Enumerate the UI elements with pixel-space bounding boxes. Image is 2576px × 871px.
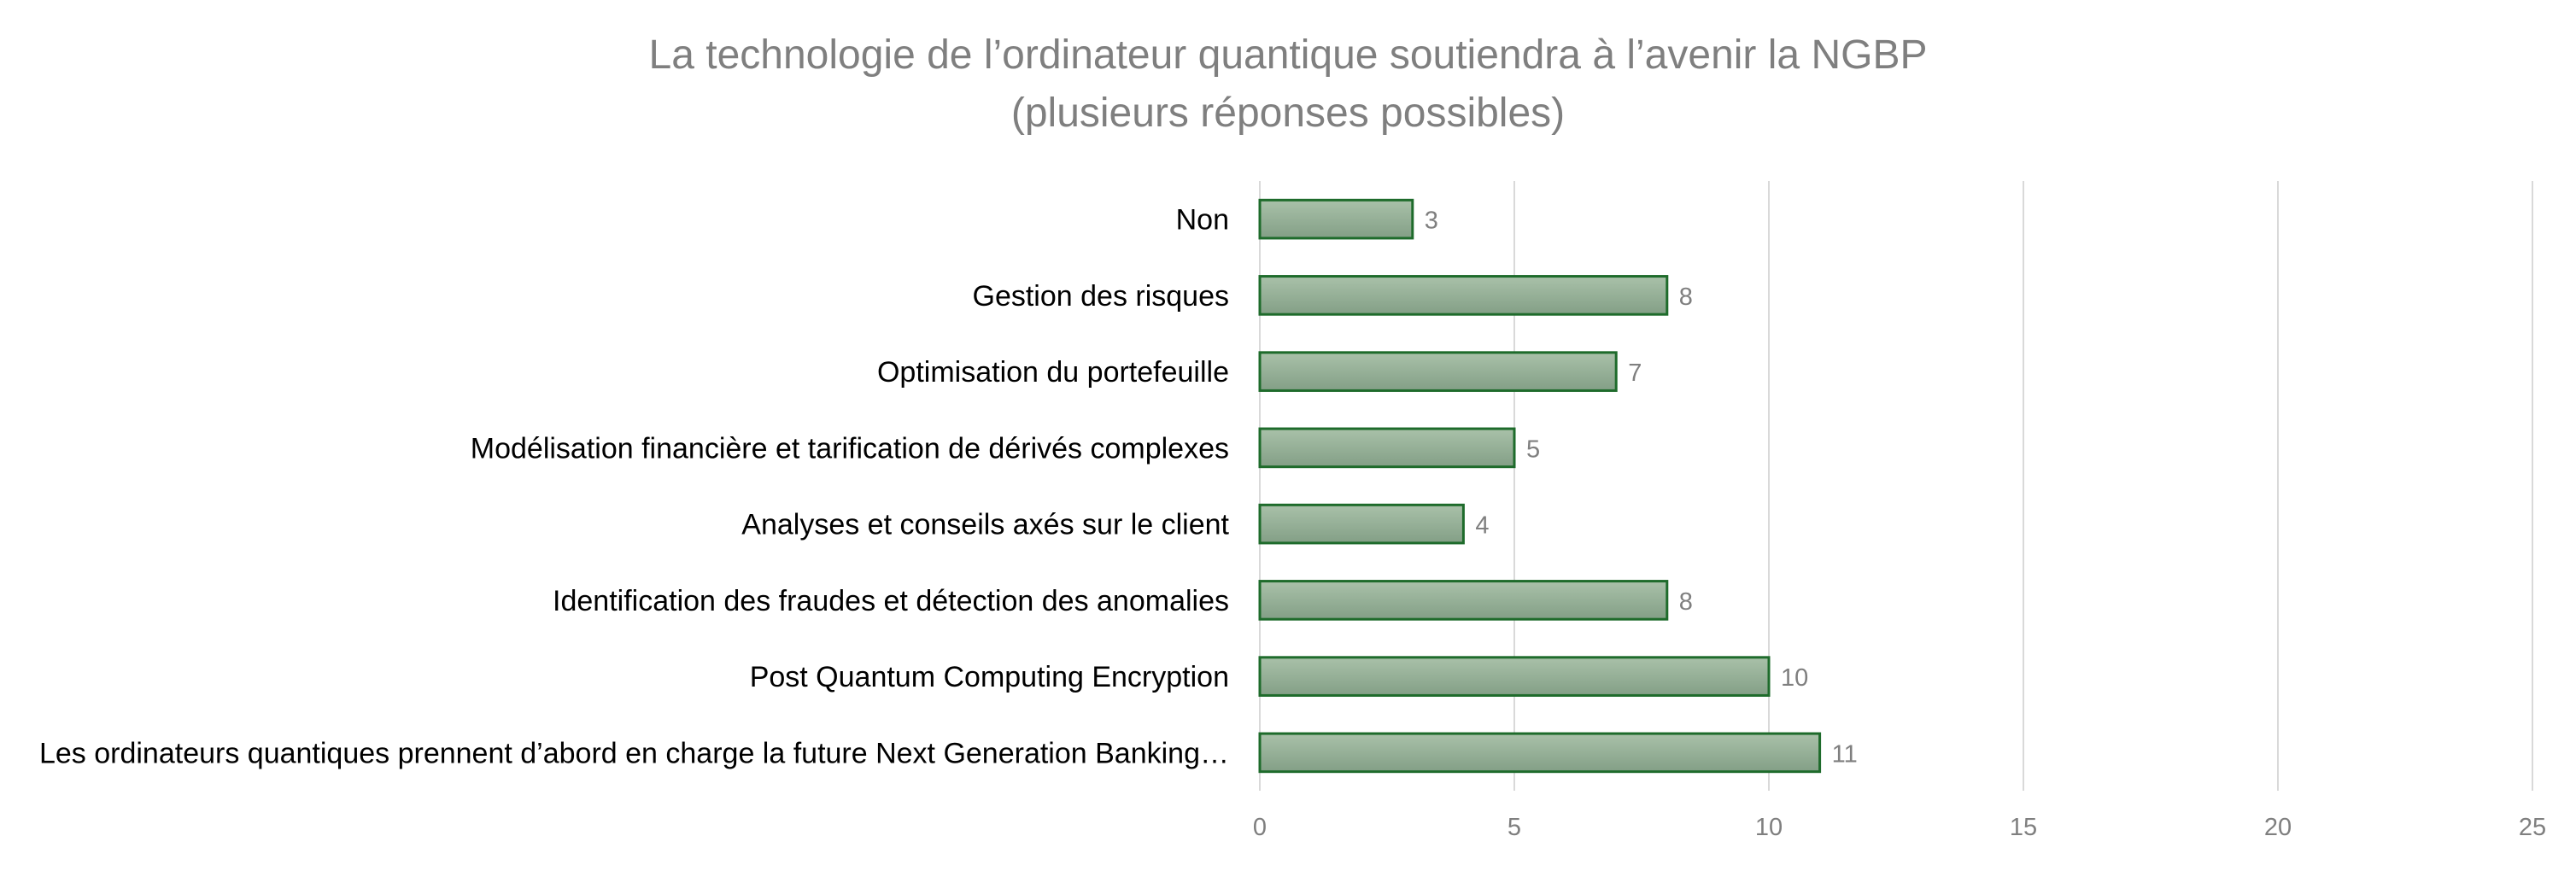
- category-label: Identification des fraudes et détection …: [553, 585, 1229, 617]
- bar: [1258, 275, 1669, 316]
- x-axis-ticks: 0 5 10 15 20 25: [1253, 814, 2546, 841]
- x-tick-label: 25: [2519, 814, 2546, 841]
- data-label: 3: [1425, 208, 1438, 235]
- data-label: 7: [1628, 360, 1642, 387]
- bar: [1258, 656, 1771, 697]
- category-label: Post Quantum Computing Encryption: [750, 661, 1229, 693]
- data-label: 4: [1475, 512, 1489, 540]
- x-tick-label: 5: [1508, 814, 1521, 841]
- category-labels: Non Gestion des risques Optimisation du po…: [39, 204, 1230, 770]
- bar: [1258, 351, 1618, 392]
- x-tick-label: 0: [1253, 814, 1267, 841]
- category-label: Non: [1176, 204, 1229, 237]
- x-tick-label: 10: [1755, 814, 1783, 841]
- data-label: 8: [1679, 588, 1693, 616]
- category-label: Analyses et conseils axés sur le client: [741, 509, 1229, 541]
- data-label: 5: [1526, 436, 1540, 463]
- x-tick-label: 15: [2010, 814, 2037, 841]
- bar: [1258, 198, 1414, 240]
- bar: [1258, 427, 1516, 469]
- category-label: Optimisation du portefeuille: [877, 356, 1229, 389]
- category-label: Modélisation financière et tarification …: [471, 432, 1229, 465]
- data-label: 11: [1832, 740, 1858, 768]
- chart-title: La technologie de l’ordinateur quantique…: [649, 32, 1928, 78]
- bars: 3 8 7 5 4 8 10 11: [1258, 198, 1858, 774]
- chart-subtitle: (plusieurs réponses possibles): [1011, 91, 1565, 136]
- bar: [1258, 732, 1822, 774]
- bar: [1258, 580, 1669, 621]
- category-label: Gestion des risques: [973, 280, 1230, 313]
- gridlines: [1259, 181, 2533, 791]
- data-label: 8: [1679, 284, 1693, 311]
- data-label: 10: [1781, 664, 1808, 692]
- bar: [1258, 503, 1465, 545]
- x-tick-label: 20: [2264, 814, 2292, 841]
- category-label: Les ordinateurs quantiques prennent d’ab…: [39, 737, 1229, 769]
